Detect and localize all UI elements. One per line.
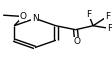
Text: F: F <box>107 24 112 33</box>
Text: N: N <box>32 14 38 23</box>
Text: O: O <box>73 37 80 46</box>
Text: O: O <box>19 12 26 21</box>
Text: F: F <box>86 10 91 19</box>
Text: F: F <box>105 12 110 21</box>
